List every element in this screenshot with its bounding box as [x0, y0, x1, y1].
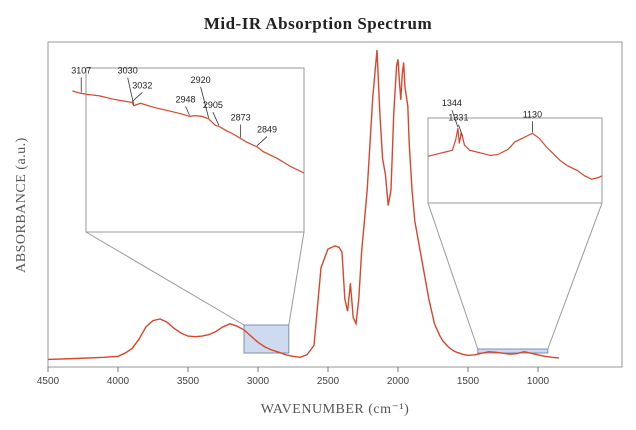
chart-title: Mid-IR Absorption Spectrum: [204, 14, 432, 33]
x-tick-label: 4000: [107, 376, 130, 387]
peak-label: 3030: [118, 66, 138, 76]
x-tick-label: 4500: [37, 376, 60, 387]
inset-connector: [288, 231, 305, 326]
peak-label: 3107: [71, 65, 91, 75]
peak-leader: [212, 112, 220, 126]
peak-label: 2920: [191, 75, 211, 85]
inset-box: [85, 67, 305, 233]
inset-connector: [427, 202, 479, 350]
peak-leader: [451, 110, 459, 128]
peak-leader: [256, 136, 268, 147]
y-axis-label: ABSORBANCE (a.u.): [14, 137, 29, 273]
inset-connector: [85, 231, 245, 326]
peak-leader: [200, 86, 210, 118]
peak-label: 2905: [203, 100, 223, 110]
peak-label: 2873: [231, 113, 251, 123]
x-tick-label: 1000: [527, 376, 550, 387]
x-tick-label: 2500: [317, 376, 340, 387]
peak-label: 1331: [448, 113, 468, 123]
peak-leader: [458, 124, 463, 136]
peak-leader: [132, 92, 143, 102]
x-tick-label: 3000: [247, 376, 270, 387]
peak-label: 2849: [257, 125, 277, 135]
highlight-region: [243, 324, 290, 354]
plot-frame: [47, 41, 623, 368]
x-axis-label: WAVENUMBER (cm⁻¹): [261, 402, 410, 417]
inset-box: [427, 117, 603, 204]
inset-line: [427, 128, 603, 180]
x-tick-label: 3500: [177, 376, 200, 387]
peak-label: 1130: [523, 109, 542, 119]
peak-leader: [127, 77, 135, 105]
peak-label: 2948: [176, 94, 196, 104]
inset-connector: [547, 202, 603, 350]
inset-line: [72, 90, 305, 174]
peak-label: 3032: [132, 80, 152, 90]
peak-leader: [185, 106, 190, 116]
x-tick-label: 2000: [387, 376, 410, 387]
highlight-region: [477, 348, 549, 354]
series-line: [47, 49, 560, 361]
peak-label: 1344: [442, 98, 462, 108]
x-tick-label: 1500: [457, 376, 480, 387]
